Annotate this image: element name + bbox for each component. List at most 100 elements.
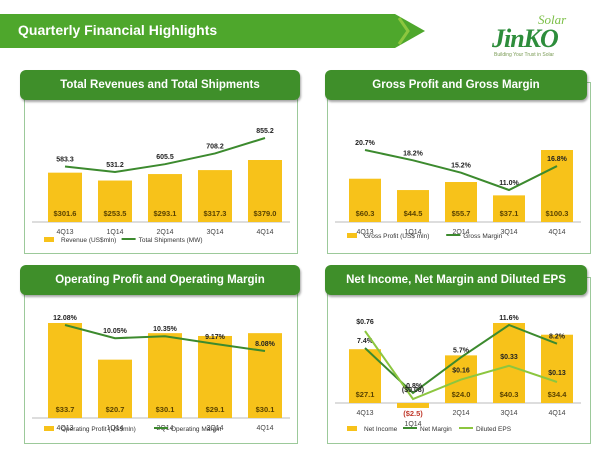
line-data-label: 20.7% xyxy=(355,140,376,147)
x-tick-label: 1Q14 xyxy=(404,421,421,428)
line-data-label: $0.16 xyxy=(452,368,470,375)
revenue-chart: $301.6 4Q13 $253.5 1Q14 $293.1 2Q14 $317.3 3Q14… xyxy=(32,128,290,244)
bar xyxy=(98,180,132,222)
bar-data-label: ($2.5) xyxy=(403,409,423,418)
line-data-label: 9.17% xyxy=(205,334,226,341)
chart-title: Gross Profit and Gross Margin xyxy=(325,70,587,100)
legend-label: Revenue (US$mln) xyxy=(61,237,116,244)
bar xyxy=(397,190,429,222)
chart-panel-gross-profit: Gross Profit and Gross Margin $60.3 4Q13 $… xyxy=(315,70,593,255)
legend-label: Net Margin xyxy=(420,426,452,433)
line-data-label: 708.2 xyxy=(206,143,224,150)
line-data-label: 11.0% xyxy=(499,180,519,187)
x-tick-label: 4Q13 xyxy=(56,229,73,236)
x-tick-label: 3Q14 xyxy=(206,229,223,236)
bar-data-label: $33.7 xyxy=(56,405,75,414)
chart-title: Operating Profit and Operating Margin xyxy=(20,265,300,295)
bar-data-label: $20.7 xyxy=(106,405,125,414)
bar-data-label: $30.1 xyxy=(156,405,175,414)
operating-chart: $33.74Q13$20.71Q14$30.12Q14$29.13Q14$30.… xyxy=(32,315,290,433)
bar xyxy=(48,172,82,222)
bar xyxy=(148,174,182,222)
line-data-label: 531.2 xyxy=(106,162,124,169)
legend-label: Net Income xyxy=(364,426,398,433)
bar-data-label: $37.1 xyxy=(500,209,519,218)
legend-swatch xyxy=(44,237,54,242)
series-line xyxy=(364,149,558,192)
bar xyxy=(248,333,282,418)
bar-data-label: $40.3 xyxy=(500,390,519,399)
x-tick-label: 4Q13 xyxy=(356,229,373,236)
legend-label: Operating Margin xyxy=(171,426,222,433)
chevron-right-icon xyxy=(397,17,410,45)
bar xyxy=(493,323,525,403)
series-line xyxy=(64,324,266,352)
line-data-label: 605.5 xyxy=(156,154,174,161)
legend-swatch xyxy=(347,426,357,431)
bar-data-label: $253.5 xyxy=(104,209,127,218)
net-income-chart: $27.1 4Q13 ($2.5) 1Q14 $24.0 2Q14 $40.3 3Q14 $34… xyxy=(335,315,581,433)
bar-data-label: $293.1 xyxy=(154,209,177,218)
legend-swatch xyxy=(347,233,357,238)
bar-data-label: $317.3 xyxy=(204,209,227,218)
bar xyxy=(248,160,282,222)
x-tick-label: 4Q14 xyxy=(548,410,565,417)
logo-script: Solar xyxy=(538,12,567,27)
legend-label: Operating Profit (US$mln) xyxy=(61,426,136,433)
x-tick-label: 4Q14 xyxy=(256,229,273,236)
line-data-label: -0.8% xyxy=(404,383,423,390)
line-data-label: 8.2% xyxy=(549,334,566,341)
title-banner: Quarterly Financial Highlights xyxy=(0,14,425,48)
x-tick-label: 2Q14 xyxy=(452,229,469,236)
bar xyxy=(541,334,573,403)
line-data-label: 16.8% xyxy=(547,156,568,163)
x-tick-label: 3Q14 xyxy=(500,410,517,417)
legend-label: Gross Margin xyxy=(463,233,502,240)
bar-data-label: $55.7 xyxy=(452,209,471,218)
legend-label: Diluted EPS xyxy=(476,426,512,433)
line-data-label: ($0.08) xyxy=(402,387,424,394)
bar-data-label: $30.1 xyxy=(256,405,275,414)
bar xyxy=(349,178,381,222)
x-tick-label: 1Q14 xyxy=(404,229,421,236)
line-data-label: 8.08% xyxy=(255,341,276,348)
jinko-logo: Solar JinKO Building Your Trust in Solar xyxy=(486,12,586,58)
series-line xyxy=(64,137,266,174)
x-tick-label: 4Q14 xyxy=(256,425,273,432)
line-data-label: 10.35% xyxy=(153,326,178,333)
line-data-label: 11.6% xyxy=(499,315,519,322)
x-tick-label: 4Q13 xyxy=(356,410,373,417)
bar xyxy=(493,195,525,222)
bar xyxy=(541,150,573,222)
bar xyxy=(148,333,182,418)
logo-word: JinKO xyxy=(492,24,559,53)
line-data-label: 7.4% xyxy=(357,338,374,345)
line-data-label: 18.2% xyxy=(403,150,424,157)
chart-title: Net Income, Net Margin and Diluted EPS xyxy=(325,265,587,295)
x-tick-label: 3Q14 xyxy=(500,229,517,236)
x-tick-label: 2Q14 xyxy=(156,229,173,236)
line-data-label: $0.33 xyxy=(500,354,518,361)
line-data-label: 12.08% xyxy=(53,315,78,322)
bar xyxy=(397,403,429,408)
chart-panel-net-income: Net Income, Net Margin and Diluted EPS $… xyxy=(315,265,593,445)
bar xyxy=(98,359,132,418)
page-title: Quarterly Financial Highlights xyxy=(18,22,218,38)
bar-data-label: $44.5 xyxy=(404,209,423,218)
chart-title: Total Revenues and Total Shipments xyxy=(20,70,300,100)
line-data-label: 583.3 xyxy=(56,157,74,164)
x-tick-label: 1Q14 xyxy=(106,229,123,236)
legend-swatch xyxy=(44,426,54,431)
gross-profit-chart: $60.3 4Q13 $44.5 1Q14 $55.7 2Q14 $37.1 3Q14 $100… xyxy=(335,140,581,240)
legend-label: Gross Profit (US$ mln) xyxy=(364,233,429,240)
x-tick-label: 2Q14 xyxy=(452,410,469,417)
logo-tagline: Building Your Trust in Solar xyxy=(494,52,555,58)
bar xyxy=(198,335,232,418)
chart-panel-revenue: Total Revenues and Total Shipments $301.… xyxy=(10,70,300,255)
bar-data-label: $60.3 xyxy=(356,209,375,218)
x-tick-label: 4Q13 xyxy=(56,425,73,432)
line-data-label: 15.2% xyxy=(451,163,472,170)
line-data-label: $0.13 xyxy=(548,370,566,377)
line-data-label: 855.2 xyxy=(256,128,274,135)
bar xyxy=(198,170,232,222)
